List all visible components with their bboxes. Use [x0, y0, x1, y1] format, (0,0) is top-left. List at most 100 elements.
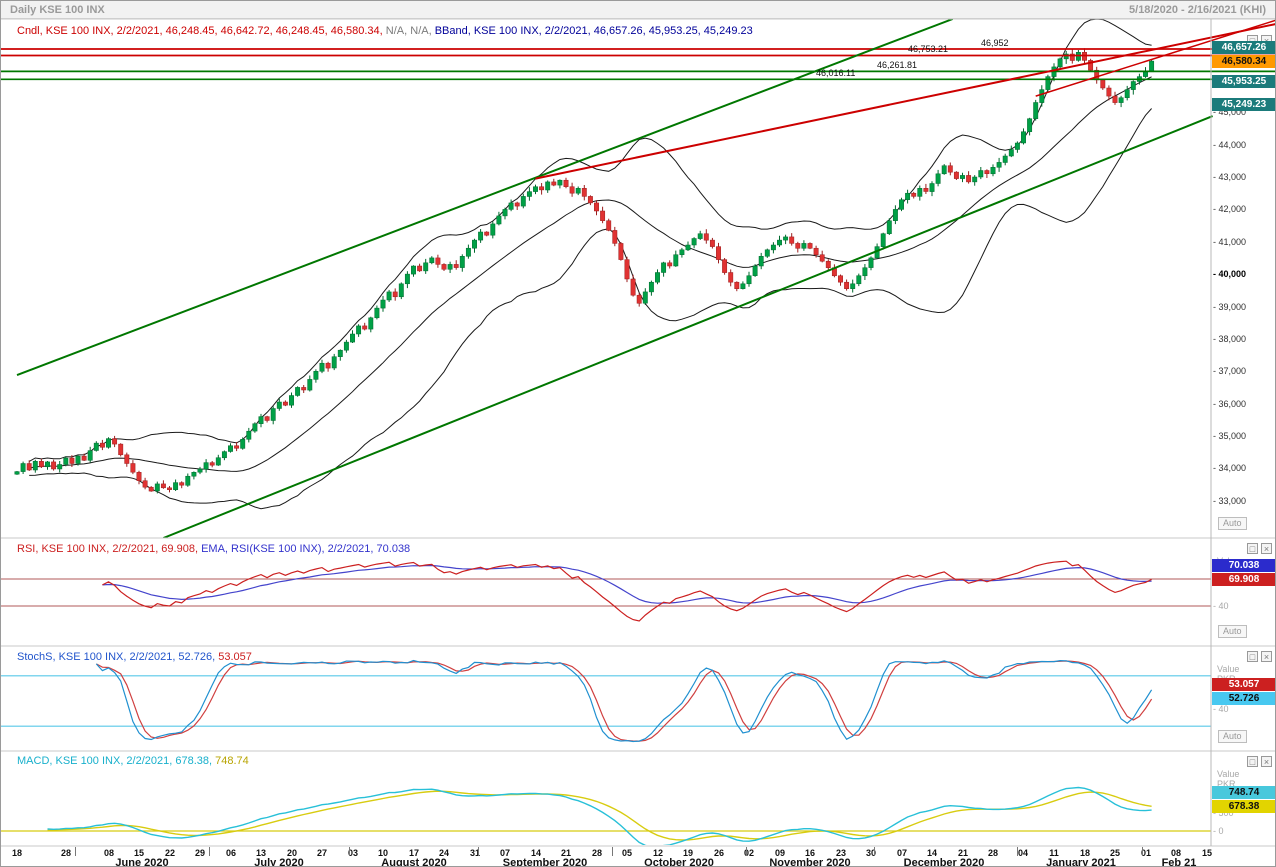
macd-restore-icon[interactable]: □: [1247, 756, 1258, 767]
x-axis-month-separator: [874, 847, 875, 856]
macd-axis-unit-label: PKR: [1217, 779, 1236, 789]
candle-body: [14, 471, 20, 475]
rsi-line: [102, 560, 1152, 622]
candle-body: [32, 461, 38, 471]
candle-body: [520, 196, 526, 207]
stoch-restore-icon[interactable]: □: [1247, 651, 1258, 662]
x-axis-day-tick: 28: [60, 848, 72, 858]
candle-body: [362, 325, 368, 330]
x-axis-month-separator: [746, 847, 747, 856]
stoch-auto-scale-button[interactable]: Auto: [1218, 730, 1247, 743]
x-axis-day-tick: 08: [1170, 848, 1182, 858]
candle-body: [606, 220, 612, 231]
candle-body: [106, 438, 111, 448]
candle-body: [679, 249, 685, 255]
panel-borders: [1, 18, 1275, 847]
candle-body: [20, 463, 26, 472]
main-auto-scale-button[interactable]: Auto: [1218, 517, 1247, 530]
trend-line[interactable]: [1035, 19, 1276, 97]
x-axis-day-tick: 28: [987, 848, 999, 858]
candle-body: [716, 246, 721, 260]
rsi-restore-icon[interactable]: □: [1247, 543, 1258, 554]
candle-body: [838, 275, 843, 283]
macd-close-icon[interactable]: ×: [1261, 756, 1272, 767]
candle-body: [1124, 89, 1130, 98]
main-axis-tick: - 43,000: [1213, 172, 1247, 182]
x-axis-month-separator: [1142, 847, 1143, 856]
candle-body: [215, 457, 221, 466]
x-axis-month-label: November 2020: [769, 857, 851, 867]
candle-body: [581, 188, 587, 197]
x-axis-day-tick: 24: [438, 848, 450, 858]
x-axis-month-label: September 2020: [502, 857, 588, 867]
candle-body: [868, 257, 874, 268]
x-axis-day-tick: 06: [225, 848, 237, 858]
candle-body: [118, 443, 124, 456]
x-axis-day-tick: 21: [957, 848, 969, 858]
candle-body: [953, 171, 959, 179]
candle-body: [770, 244, 776, 251]
macd-legend-segment: 748.74: [215, 755, 249, 767]
candle-body: [533, 186, 538, 192]
candle-body: [484, 231, 490, 236]
candle-body: [935, 173, 941, 184]
candle-body: [807, 243, 813, 249]
main-axis-tick: - 44,000: [1213, 140, 1247, 150]
rsi-close-icon[interactable]: ×: [1261, 543, 1272, 554]
x-axis-month-label: July 2020: [254, 857, 304, 867]
candle-body: [734, 281, 740, 289]
candle-body: [1088, 60, 1094, 71]
x-axis-day-tick: 04: [1017, 848, 1029, 858]
x-axis-month-label: January 2021: [1046, 857, 1116, 867]
x-axis-month-label: December 2020: [903, 857, 985, 867]
candle-body: [502, 209, 508, 217]
candle-body: [972, 176, 978, 183]
macd-signal-line: [47, 790, 1152, 841]
candle-body: [545, 181, 551, 191]
candle-body: [886, 220, 892, 234]
trend-line[interactable]: [535, 23, 1276, 180]
macd-panel-plot: [1, 786, 1211, 845]
x-axis-month-separator: [1017, 847, 1018, 856]
candle-body: [990, 167, 996, 175]
candle-body: [301, 387, 307, 391]
x-axis-day-tick: 03: [347, 848, 359, 858]
x-axis-day-tick: 30: [865, 848, 877, 858]
candle-body: [740, 283, 746, 289]
candle-body: [63, 457, 69, 465]
rsi-auto-scale-button[interactable]: Auto: [1218, 625, 1247, 638]
candle-body: [862, 267, 868, 277]
candle-body: [398, 283, 404, 298]
candle-body: [856, 275, 862, 285]
main-axis-tick: - 42,000: [1213, 204, 1247, 214]
candle-body: [258, 416, 264, 424]
x-axis-day-tick: 05: [621, 848, 633, 858]
candle-body: [160, 483, 166, 489]
x-axis-day-tick: 15: [1201, 848, 1213, 858]
stoch-close-icon[interactable]: ×: [1261, 651, 1272, 662]
main-axis-tick: - 38,000: [1213, 334, 1247, 344]
x-axis-day-tick: 20: [286, 848, 298, 858]
main-value-box: 46,580.34: [1212, 55, 1275, 68]
rsi-legend-segment: EMA, RSI(KSE 100 INX), 2/2/2021, 70.038: [201, 543, 411, 555]
trend-line[interactable]: [163, 115, 1213, 538]
candle-body: [600, 210, 606, 221]
candle-body: [630, 278, 636, 296]
x-axis-day-tick: 16: [804, 848, 816, 858]
candle-body: [343, 341, 349, 351]
candle-body: [478, 231, 484, 241]
candle-body: [941, 165, 947, 175]
x-axis-month-separator: [75, 847, 76, 856]
candle-body: [252, 423, 258, 432]
candle-body: [1069, 53, 1075, 61]
candle-body: [655, 272, 660, 283]
rsi-panel-plot: [1, 560, 1211, 622]
x-axis-month-label: June 2020: [115, 857, 169, 867]
trend-line[interactable]: [16, 19, 954, 377]
x-axis-day-tick: 29: [194, 848, 206, 858]
candle-body: [191, 472, 197, 477]
x-axis-day-tick: 25: [1109, 848, 1121, 858]
candle-body: [1106, 87, 1112, 97]
candle-body: [624, 259, 630, 280]
